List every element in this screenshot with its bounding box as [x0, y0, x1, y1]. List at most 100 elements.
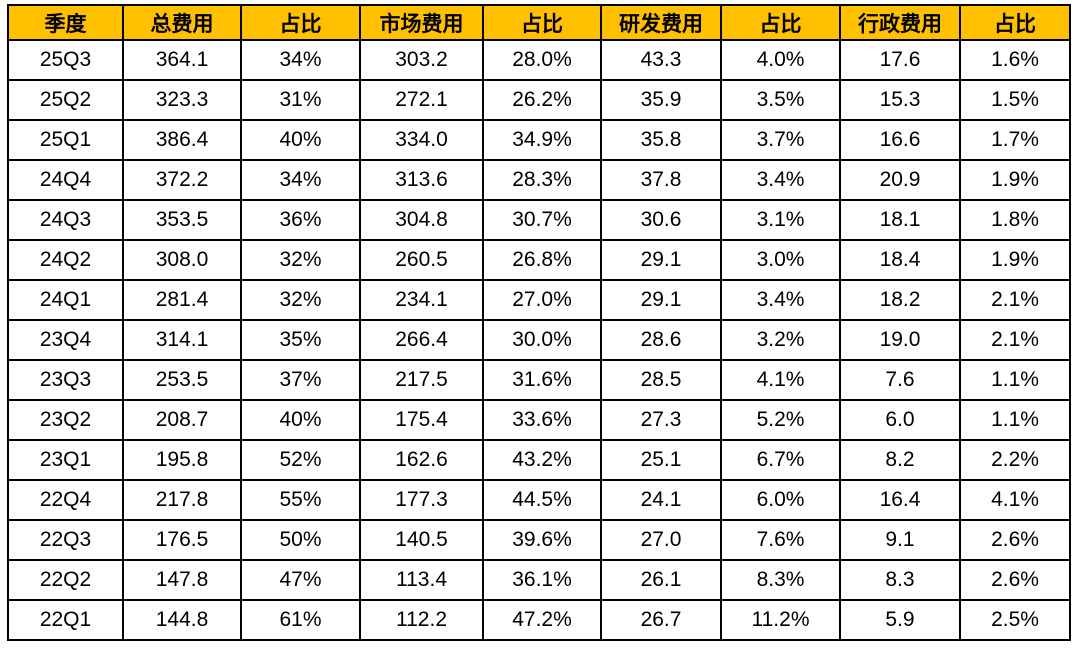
table-cell: 4.1% — [720, 359, 841, 401]
table-cell: 234.1 — [359, 279, 484, 321]
table-cell: 37% — [240, 359, 361, 401]
table-cell: 2.6% — [959, 519, 1071, 561]
table-cell: 313.6 — [359, 159, 484, 201]
table-cell: 353.5 — [122, 199, 242, 241]
table-cell: 1.1% — [959, 399, 1071, 441]
quarter-cell: 24Q2 — [7, 239, 124, 281]
table-row: 22Q4 217.8 55% 177.3 44.5% 24.1 6.0% 16.4 4.1% — [7, 479, 1071, 521]
column-header: 占比 — [959, 4, 1071, 41]
table-cell: 1.5% — [959, 79, 1071, 121]
column-header: 占比 — [240, 4, 361, 41]
table-cell: 5.9 — [839, 599, 961, 641]
quarter-cell: 23Q1 — [7, 439, 124, 481]
table-cell: 18.4 — [839, 239, 961, 281]
table-row: 22Q1 144.8 61% 112.2 47.2% 26.7 11.2% 5.9 2.5% — [7, 599, 1071, 641]
table-cell: 144.8 — [122, 599, 242, 641]
table-cell: 40% — [240, 119, 361, 161]
table-cell: 386.4 — [122, 119, 242, 161]
table-cell: 27.0 — [600, 519, 722, 561]
table-cell: 4.1% — [959, 479, 1071, 521]
table-cell: 30.7% — [482, 199, 602, 241]
table-cell: 3.0% — [720, 239, 841, 281]
table-cell: 8.3% — [720, 559, 841, 601]
table-cell: 323.3 — [122, 79, 242, 121]
table-cell: 1.6% — [959, 39, 1071, 81]
table-cell: 39.6% — [482, 519, 602, 561]
table-row: 25Q1 386.4 40% 334.0 34.9% 35.8 3.7% 16.6 1.7% — [7, 119, 1071, 161]
table-cell: 3.1% — [720, 199, 841, 241]
table-cell: 176.5 — [122, 519, 242, 561]
quarter-cell: 24Q3 — [7, 199, 124, 241]
table-cell: 36% — [240, 199, 361, 241]
table-cell: 34% — [240, 159, 361, 201]
table-cell: 26.8% — [482, 239, 602, 281]
table-cell: 30.6 — [600, 199, 722, 241]
header-row: 季度 总费用 占比 市场费用 占比 研发费用 占比 行政费用 占比 — [7, 4, 1071, 41]
column-header: 行政费用 — [839, 4, 961, 41]
table-cell: 24.1 — [600, 479, 722, 521]
table-cell: 162.6 — [359, 439, 484, 481]
table-cell: 28.6 — [600, 319, 722, 361]
quarter-cell: 24Q4 — [7, 159, 124, 201]
table-cell: 113.4 — [359, 559, 484, 601]
table-cell: 37.8 — [600, 159, 722, 201]
table-cell: 372.2 — [122, 159, 242, 201]
table-cell: 3.4% — [720, 279, 841, 321]
table-cell: 27.0% — [482, 279, 602, 321]
table-row: 24Q4 372.2 34% 313.6 28.3% 37.8 3.4% 20.9 1.9% — [7, 159, 1071, 201]
table-cell: 29.1 — [600, 239, 722, 281]
column-header: 研发费用 — [600, 4, 722, 41]
table-cell: 364.1 — [122, 39, 242, 81]
table-cell: 3.5% — [720, 79, 841, 121]
table-cell: 17.6 — [839, 39, 961, 81]
expense-table: 季度 总费用 占比 市场费用 占比 研发费用 占比 行政费用 占比 25Q3 364.1 34% 30… — [7, 4, 1071, 641]
table-cell: 1.9% — [959, 239, 1071, 281]
table-cell: 1.1% — [959, 359, 1071, 401]
column-header: 市场费用 — [359, 4, 484, 41]
table-cell: 260.5 — [359, 239, 484, 281]
table-cell: 314.1 — [122, 319, 242, 361]
table-cell: 6.7% — [720, 439, 841, 481]
table-cell: 8.2 — [839, 439, 961, 481]
table-cell: 2.5% — [959, 599, 1071, 641]
table-cell: 6.0% — [720, 479, 841, 521]
table-row: 23Q1 195.8 52% 162.6 43.2% 25.1 6.7% 8.2 2.2% — [7, 439, 1071, 481]
table-cell: 16.6 — [839, 119, 961, 161]
table-cell: 20.9 — [839, 159, 961, 201]
table-cell: 3.2% — [720, 319, 841, 361]
table-row: 23Q4 314.1 35% 266.4 30.0% 28.6 3.2% 19.0 2.1% — [7, 319, 1071, 361]
table-cell: 7.6 — [839, 359, 961, 401]
table-cell: 33.6% — [482, 399, 602, 441]
table-cell: 308.0 — [122, 239, 242, 281]
table-cell: 11.2% — [720, 599, 841, 641]
table-cell: 31.6% — [482, 359, 602, 401]
table-cell: 253.5 — [122, 359, 242, 401]
table-cell: 47% — [240, 559, 361, 601]
table-cell: 208.7 — [122, 399, 242, 441]
table-body: 25Q3 364.1 34% 303.2 28.0% 43.3 4.0% 17.6 1.6% 25… — [7, 39, 1071, 641]
table-row: 23Q2 208.7 40% 175.4 33.6% 27.3 5.2% 6.0 1.1% — [7, 399, 1071, 441]
table-cell: 32% — [240, 239, 361, 281]
table-cell: 15.3 — [839, 79, 961, 121]
quarter-cell: 25Q2 — [7, 79, 124, 121]
column-header: 占比 — [720, 4, 841, 41]
table-cell: 1.9% — [959, 159, 1071, 201]
quarter-cell: 22Q4 — [7, 479, 124, 521]
table-cell: 112.2 — [359, 599, 484, 641]
table-cell: 6.0 — [839, 399, 961, 441]
table-cell: 18.2 — [839, 279, 961, 321]
table-cell: 28.0% — [482, 39, 602, 81]
table-cell: 147.8 — [122, 559, 242, 601]
table-cell: 3.7% — [720, 119, 841, 161]
table-cell: 18.1 — [839, 199, 961, 241]
quarter-cell: 22Q1 — [7, 599, 124, 641]
table-cell: 28.5 — [600, 359, 722, 401]
table-cell: 140.5 — [359, 519, 484, 561]
table-cell: 9.1 — [839, 519, 961, 561]
table-cell: 175.4 — [359, 399, 484, 441]
column-header: 总费用 — [122, 4, 242, 41]
table-cell: 30.0% — [482, 319, 602, 361]
table-row: 23Q3 253.5 37% 217.5 31.6% 28.5 4.1% 7.6 1.1% — [7, 359, 1071, 401]
table-cell: 35% — [240, 319, 361, 361]
table-cell: 2.1% — [959, 319, 1071, 361]
